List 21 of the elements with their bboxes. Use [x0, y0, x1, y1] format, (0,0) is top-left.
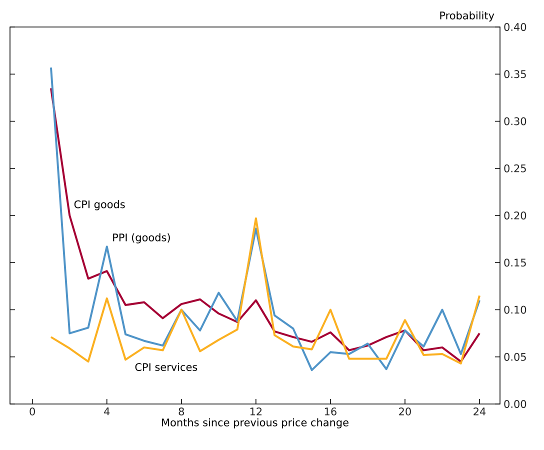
y-tick-label: 0.00 — [504, 400, 526, 408]
y-tick-label: 0.10 — [504, 306, 526, 314]
series-label: CPI goods — [74, 200, 125, 210]
y-tick-label: 0.35 — [504, 70, 526, 78]
series-label: CPI services — [135, 362, 198, 371]
y-axis-title: Probability — [440, 11, 494, 22]
x-tick-label: 20 — [399, 408, 411, 416]
y-tick-label: 0.30 — [504, 117, 526, 126]
x-tick-label: 24 — [474, 408, 486, 416]
y-tick-label: 0.15 — [504, 258, 526, 267]
y-tick-label: 0.25 — [504, 164, 526, 172]
x-tick-label: 8 — [178, 408, 184, 416]
x-tick-label: 0 — [30, 408, 35, 416]
x-tick-label: 4 — [104, 408, 110, 416]
y-tick-label: 0.20 — [504, 212, 526, 220]
x-tick-label: 16 — [324, 408, 336, 416]
y-tick-label: 0.40 — [504, 23, 526, 31]
x-tick-label: 12 — [250, 408, 262, 416]
x-axis-title: Months since previous price change — [162, 418, 348, 428]
series-label: PPI (goods) — [113, 233, 170, 244]
y-tick-label: 0.05 — [504, 352, 526, 361]
